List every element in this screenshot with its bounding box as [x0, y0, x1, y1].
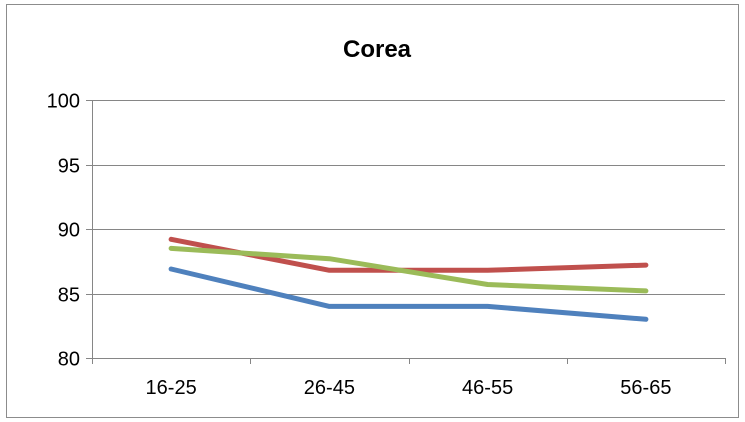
y-tick-label: 100 [47, 91, 80, 113]
chart-title: Corea [343, 36, 412, 63]
chart-frame [6, 4, 739, 418]
y-axis-tick-labels: 80 85 90 95 100 [47, 91, 80, 371]
x-tick-label: 26-45 [304, 377, 355, 399]
y-tick-label: 85 [58, 285, 80, 307]
x-tick-label: 16-25 [146, 377, 197, 399]
series-lines [168, 236, 649, 322]
x-tick-label: 46-55 [462, 377, 513, 399]
axes [86, 100, 726, 364]
y-tick-label: 90 [58, 220, 80, 242]
y-tick-label: 80 [58, 349, 80, 371]
series-line-3 [168, 245, 649, 294]
y-tick-label: 95 [58, 156, 80, 178]
x-tick-label: 56-65 [620, 377, 671, 399]
series-line-1 [168, 266, 649, 322]
x-axis-tick-labels: 16-25 26-45 46-55 56-65 [146, 377, 672, 399]
gridlines [92, 100, 725, 295]
